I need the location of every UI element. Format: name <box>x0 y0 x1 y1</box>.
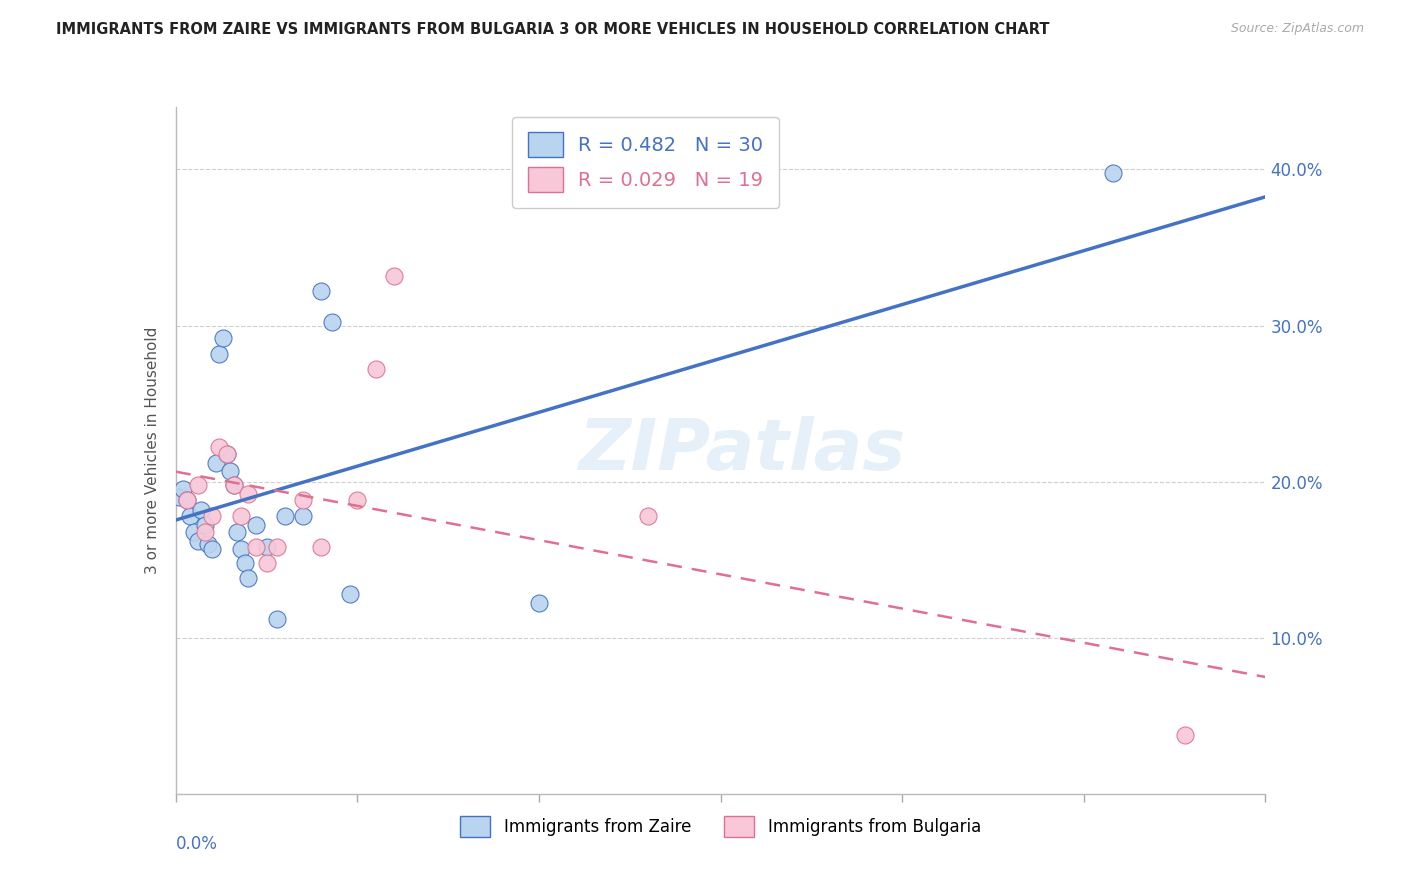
Point <box>245 540 267 554</box>
Point <box>222 478 245 492</box>
Point <box>208 440 231 454</box>
Point <box>219 464 242 478</box>
Point <box>256 556 278 570</box>
Point <box>266 540 288 554</box>
Point <box>204 456 226 470</box>
Point <box>215 446 238 460</box>
Point <box>309 540 332 554</box>
Point <box>233 556 256 570</box>
Y-axis label: 3 or more Vehicles in Household: 3 or more Vehicles in Household <box>145 326 160 574</box>
Legend: Immigrants from Zaire, Immigrants from Bulgaria: Immigrants from Zaire, Immigrants from B… <box>454 809 987 844</box>
Point <box>346 493 368 508</box>
Point <box>212 331 235 345</box>
Point <box>1174 728 1197 742</box>
Point <box>201 508 224 523</box>
Text: 0.0%: 0.0% <box>176 835 218 853</box>
Text: ZIPatlas: ZIPatlas <box>579 416 905 485</box>
Point <box>291 493 314 508</box>
Text: Source: ZipAtlas.com: Source: ZipAtlas.com <box>1230 22 1364 36</box>
Point <box>238 487 260 501</box>
Point <box>179 508 201 523</box>
Point <box>291 508 314 523</box>
Point <box>339 587 361 601</box>
Point <box>231 508 253 523</box>
Point <box>186 533 209 548</box>
Point <box>194 518 217 533</box>
Point <box>183 524 205 539</box>
Point <box>201 541 224 556</box>
Point <box>190 502 212 516</box>
Point <box>176 493 198 508</box>
Point <box>245 518 267 533</box>
Point <box>226 524 249 539</box>
Point <box>176 493 198 508</box>
Point <box>364 362 387 376</box>
Point <box>215 446 238 460</box>
Point <box>637 508 659 523</box>
Text: IMMIGRANTS FROM ZAIRE VS IMMIGRANTS FROM BULGARIA 3 OR MORE VEHICLES IN HOUSEHOL: IMMIGRANTS FROM ZAIRE VS IMMIGRANTS FROM… <box>56 22 1050 37</box>
Point <box>169 490 191 504</box>
Point <box>172 483 194 497</box>
Point <box>527 596 550 610</box>
Point <box>309 284 332 298</box>
Point <box>197 537 219 551</box>
Point <box>274 508 297 523</box>
Point <box>231 541 253 556</box>
Point <box>238 571 260 585</box>
Point <box>194 524 217 539</box>
Point <box>186 478 209 492</box>
Point <box>1102 165 1125 179</box>
Point <box>382 268 405 283</box>
Point <box>321 315 343 329</box>
Point <box>208 346 231 360</box>
Point <box>266 612 288 626</box>
Point <box>256 540 278 554</box>
Point <box>222 478 245 492</box>
